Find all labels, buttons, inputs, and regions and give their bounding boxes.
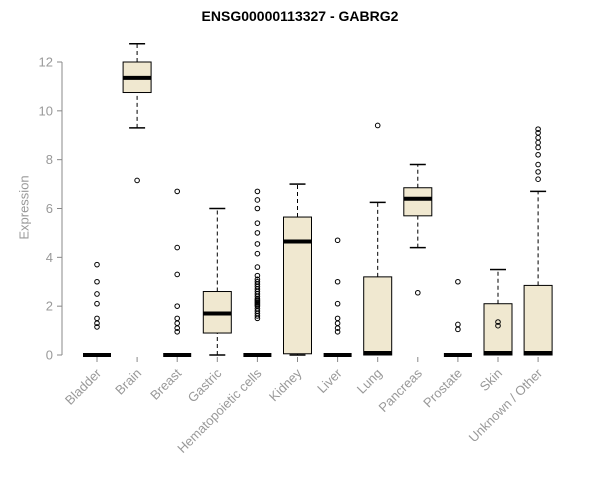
y-tick-label: 12	[39, 55, 53, 70]
x-tick-label: Breast	[147, 365, 184, 402]
box-group-4	[243, 188, 272, 362]
iqr-box	[363, 276, 393, 356]
outlier-point	[174, 303, 180, 309]
outlier-point	[495, 319, 501, 325]
outlier-point	[94, 315, 100, 322]
x-tick-label: Gastric	[185, 365, 225, 405]
y-tick-label: 8	[46, 152, 53, 167]
x-tick-label: Liver	[314, 365, 345, 396]
box-group-11	[523, 126, 553, 362]
outlier-point	[334, 315, 341, 322]
outlier-point	[495, 322, 501, 329]
outlier-point	[94, 278, 100, 285]
box-group-7	[363, 122, 393, 362]
iqr-box	[483, 303, 513, 356]
outlier-point	[415, 289, 421, 296]
outlier-point	[94, 300, 100, 307]
outlier-point	[94, 324, 100, 330]
outlier-point	[334, 329, 341, 335]
box-group-8	[403, 163, 433, 362]
outlier-point	[334, 278, 341, 285]
outlier-point	[174, 315, 180, 322]
outlier-point	[334, 237, 341, 244]
box-group-3	[202, 207, 232, 362]
outlier-point	[455, 326, 461, 333]
box-group-10	[483, 268, 513, 362]
outlier-point	[254, 276, 261, 283]
x-tick-label: Skin	[477, 366, 505, 394]
y-tick-label: 6	[46, 201, 53, 216]
outlier-point	[254, 205, 261, 212]
y-tick-label: 0	[46, 348, 53, 363]
outlier-point	[254, 272, 261, 279]
outlier-point	[254, 188, 261, 195]
iqr-box	[283, 216, 312, 355]
x-tick-label: Lung	[354, 366, 385, 397]
outlier-point	[174, 320, 180, 327]
box-group-0	[83, 261, 111, 362]
outlier-point	[254, 197, 261, 203]
iqr-box	[523, 284, 553, 356]
outlier-point	[254, 230, 261, 236]
iqr-box	[403, 187, 433, 217]
box-group-1	[122, 42, 152, 362]
x-tick-label: Brain	[112, 366, 144, 398]
outlier-point	[535, 126, 541, 132]
x-tick-label: Bladder	[62, 365, 105, 408]
box-group-5	[283, 183, 312, 362]
chart-title: ENSG00000113327 - GABRG2	[201, 8, 399, 24]
y-tick-label: 4	[46, 250, 53, 265]
outlier-point	[535, 130, 541, 136]
outlier-point	[455, 278, 461, 285]
outlier-point	[134, 177, 140, 184]
outlier-point	[254, 220, 261, 226]
y-tick-label: 2	[46, 299, 53, 314]
outlier-point	[535, 139, 541, 146]
outlier-point	[174, 188, 180, 195]
x-tick-label: Kidney	[266, 365, 305, 404]
box-group-9	[443, 278, 472, 362]
box-group-6	[323, 237, 352, 362]
x-tick-label: Pancreas	[375, 365, 425, 415]
outlier-point	[535, 176, 541, 182]
outlier-point	[254, 278, 261, 285]
outlier-point	[254, 250, 261, 257]
outlier-point	[174, 329, 180, 335]
box-group-2	[163, 188, 192, 362]
outlier-point	[254, 264, 261, 270]
x-tick-label: Unknown / Other	[466, 365, 546, 445]
outlier-point	[535, 134, 541, 141]
outlier-point	[174, 244, 180, 251]
outlier-point	[535, 161, 541, 168]
outlier-point	[94, 261, 100, 268]
outlier-point	[535, 151, 541, 158]
outlier-point	[94, 291, 100, 297]
outlier-point	[254, 241, 261, 247]
outlier-point	[374, 122, 381, 129]
outlier-point	[535, 169, 541, 175]
outlier-point	[535, 144, 541, 151]
outlier-point	[455, 321, 461, 328]
outlier-point	[334, 320, 341, 327]
outlier-point	[174, 271, 180, 278]
y-tick-label: 10	[39, 103, 53, 118]
x-tick-label: Prostate	[420, 366, 465, 411]
outlier-point	[334, 300, 341, 307]
